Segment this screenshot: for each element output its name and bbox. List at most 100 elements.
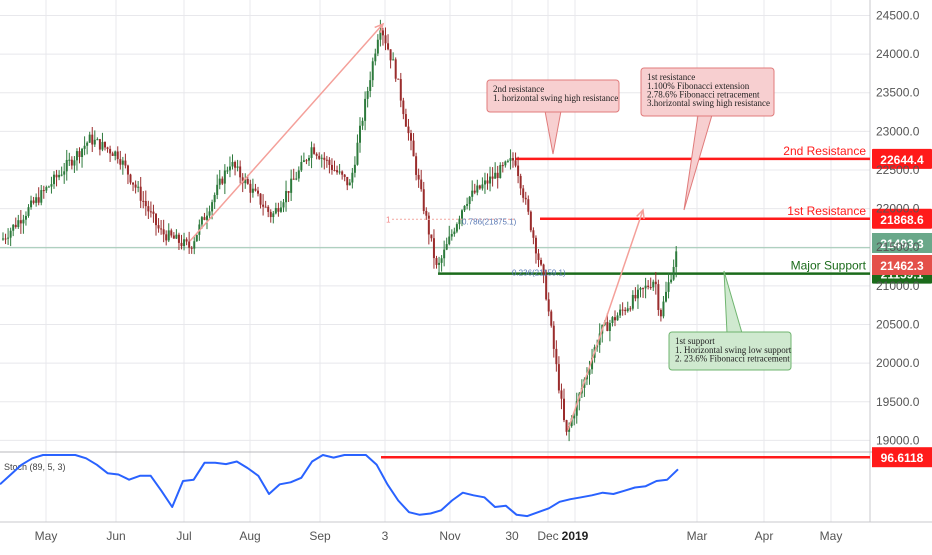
- candle: [313, 143, 316, 155]
- candle: [119, 150, 122, 170]
- candle: [216, 174, 219, 200]
- candle: [346, 176, 349, 191]
- candle-body: [53, 174, 55, 185]
- candle: [517, 156, 520, 184]
- current-price-badge[interactable]: 21462.3: [872, 255, 932, 275]
- stoch-level-value: 96.6118: [881, 451, 924, 465]
- candle-body: [634, 294, 637, 299]
- candle: [300, 155, 303, 172]
- candle-body: [7, 237, 10, 239]
- time-axis[interactable]: May Jun Jul Aug Sep 3 Nov 30 Dec 2019 Mar Apr May: [35, 529, 843, 543]
- candle: [60, 166, 63, 177]
- candle-body: [461, 210, 463, 219]
- candle-body: [239, 166, 242, 178]
- candle-body: [155, 213, 157, 226]
- candle: [254, 183, 257, 192]
- candle-body: [17, 220, 20, 228]
- candle-body: [330, 164, 333, 171]
- candle: [206, 207, 208, 230]
- candle: [394, 57, 397, 82]
- candle: [149, 201, 152, 218]
- trend-arrow-recovery[interactable]: [567, 208, 645, 431]
- candle: [575, 392, 578, 424]
- candle-body: [86, 142, 89, 146]
- candle-body: [438, 262, 441, 265]
- candle: [532, 227, 535, 245]
- candle-body: [177, 234, 180, 243]
- candle: [343, 173, 346, 182]
- candle: [297, 166, 300, 182]
- candle-body: [427, 215, 430, 235]
- candle: [116, 146, 119, 164]
- candle-body: [295, 178, 298, 180]
- candle-body: [644, 285, 647, 289]
- candle-body: [267, 206, 270, 212]
- candle-body: [369, 80, 372, 92]
- candle: [438, 256, 441, 274]
- candle: [611, 316, 614, 327]
- candle: [157, 218, 160, 233]
- candle: [264, 200, 267, 208]
- candle: [649, 277, 652, 290]
- candle-body: [570, 418, 573, 427]
- candle-body: [172, 235, 175, 239]
- candle: [177, 232, 180, 251]
- candle: [499, 162, 502, 179]
- candle: [478, 184, 481, 190]
- price-axis[interactable]: 24500.0 24000.0 23500.0 23000.0 22500.0 22000…: [876, 8, 920, 447]
- candle: [652, 279, 655, 291]
- candle: [369, 71, 372, 98]
- candle: [111, 151, 114, 156]
- candle: [662, 295, 665, 319]
- trend-arrow-up[interactable]: [189, 22, 385, 242]
- candle-body: [139, 186, 142, 201]
- candle-body: [348, 182, 351, 186]
- candle-body: [614, 317, 616, 321]
- candle: [22, 214, 25, 234]
- candle-body: [257, 190, 259, 194]
- candle: [506, 159, 509, 163]
- candle-body: [394, 59, 397, 79]
- candle-body: [254, 188, 257, 191]
- candle: [19, 210, 22, 234]
- fibonacci-tool[interactable]: 1 0.786(21875.1) 0.236(21159.1): [189, 22, 645, 431]
- candle-body: [440, 258, 443, 263]
- candle: [524, 191, 527, 205]
- candle: [353, 156, 356, 178]
- candle-body: [22, 219, 25, 224]
- level-price-badge[interactable]: 22644.4: [872, 148, 932, 169]
- candle: [259, 193, 262, 209]
- level-price-value: 22644.4: [880, 153, 924, 167]
- current-price-badge[interactable]: 21493.3: [872, 233, 932, 253]
- candle-body: [325, 159, 328, 161]
- candle-body: [93, 139, 96, 145]
- candle: [75, 148, 78, 171]
- candle-body: [75, 151, 78, 161]
- candle: [325, 155, 328, 168]
- candle: [83, 136, 86, 156]
- level-price-badge[interactable]: 21868.6: [872, 208, 932, 229]
- candle: [257, 186, 259, 197]
- candle: [134, 180, 137, 194]
- candle: [53, 171, 55, 189]
- candle: [376, 34, 379, 57]
- current-price-badge-bg: [872, 233, 932, 253]
- candle: [183, 232, 186, 251]
- candle-body: [504, 161, 507, 166]
- candle-body: [397, 78, 400, 80]
- stoch-level-badge[interactable]: 96.6118: [872, 447, 932, 468]
- candle: [537, 249, 540, 268]
- candle: [560, 383, 563, 410]
- candle-body: [491, 176, 494, 179]
- candle-body: [12, 224, 15, 231]
- candle-body: [537, 253, 540, 260]
- level-label: Major Support: [791, 259, 867, 273]
- candle: [415, 152, 418, 181]
- candle: [670, 273, 673, 284]
